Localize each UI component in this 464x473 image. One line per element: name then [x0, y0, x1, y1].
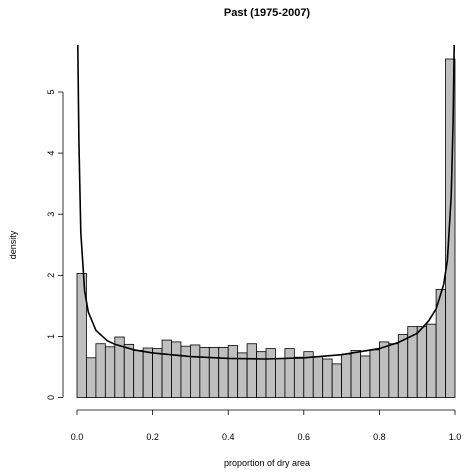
histogram-bar	[189, 344, 201, 398]
x-axis: 0.0 0.2 0.4 0.6 0.8 1.0	[71, 409, 462, 442]
x-tick-label: 0.8	[373, 432, 386, 442]
x-tick-label: 0.0	[71, 432, 84, 442]
histogram-bar	[95, 343, 106, 398]
histogram-bar	[426, 323, 437, 398]
histogram-bar	[284, 348, 295, 398]
histogram-bars	[76, 58, 456, 398]
histogram-bar	[388, 343, 399, 398]
histogram-bar	[161, 339, 172, 398]
histogram-bar	[265, 348, 276, 398]
histogram-bar	[397, 334, 409, 398]
y-tick-label: 1	[46, 334, 56, 339]
histogram-bar	[341, 353, 352, 398]
histogram-bar	[322, 358, 333, 398]
histogram-bar	[199, 346, 210, 398]
density-curve	[77, 44, 455, 360]
histogram-bar	[237, 352, 248, 398]
histogram-bar	[303, 351, 314, 398]
histogram-bar	[275, 357, 286, 398]
histogram-bar	[293, 356, 305, 398]
y-tick-label: 5	[46, 89, 56, 94]
y-axis: 0 1 2 3 4 5	[46, 89, 64, 400]
histogram-bar	[246, 343, 257, 398]
histogram-bar	[378, 341, 390, 398]
y-tick-label: 3	[46, 212, 56, 217]
histogram-bar	[171, 341, 182, 398]
histogram-bar	[104, 346, 116, 398]
histogram-bar	[180, 345, 191, 398]
histogram-bar	[76, 273, 87, 398]
histogram-bar	[445, 58, 456, 398]
x-tick-label: 1.0	[449, 432, 462, 442]
histogram-bar	[416, 326, 428, 398]
histogram-bar	[360, 355, 371, 398]
histogram-bar	[86, 357, 97, 398]
histogram-bar	[227, 345, 239, 398]
x-tick-label: 0.2	[146, 432, 159, 442]
histogram-bar	[123, 343, 135, 398]
histogram-bar	[350, 350, 361, 398]
histogram-bar	[218, 346, 229, 398]
histogram-bar	[152, 348, 163, 398]
histogram-bar	[331, 363, 342, 398]
histogram-bar	[133, 350, 144, 398]
histogram-bar	[142, 347, 153, 398]
histogram-bar	[208, 346, 220, 398]
x-tick-label: 0.6	[298, 432, 311, 442]
histogram-bar	[369, 349, 380, 398]
x-tick-label: 0.4	[222, 432, 235, 442]
y-axis-label: density	[8, 230, 18, 259]
x-axis-label: proportion of dry area	[224, 458, 310, 468]
chart-title: Past (1975-2007)	[224, 7, 311, 19]
histogram-bar	[312, 356, 324, 398]
y-tick-label: 0	[46, 395, 56, 400]
y-tick-label: 2	[46, 273, 56, 278]
y-tick-label: 4	[46, 151, 56, 156]
